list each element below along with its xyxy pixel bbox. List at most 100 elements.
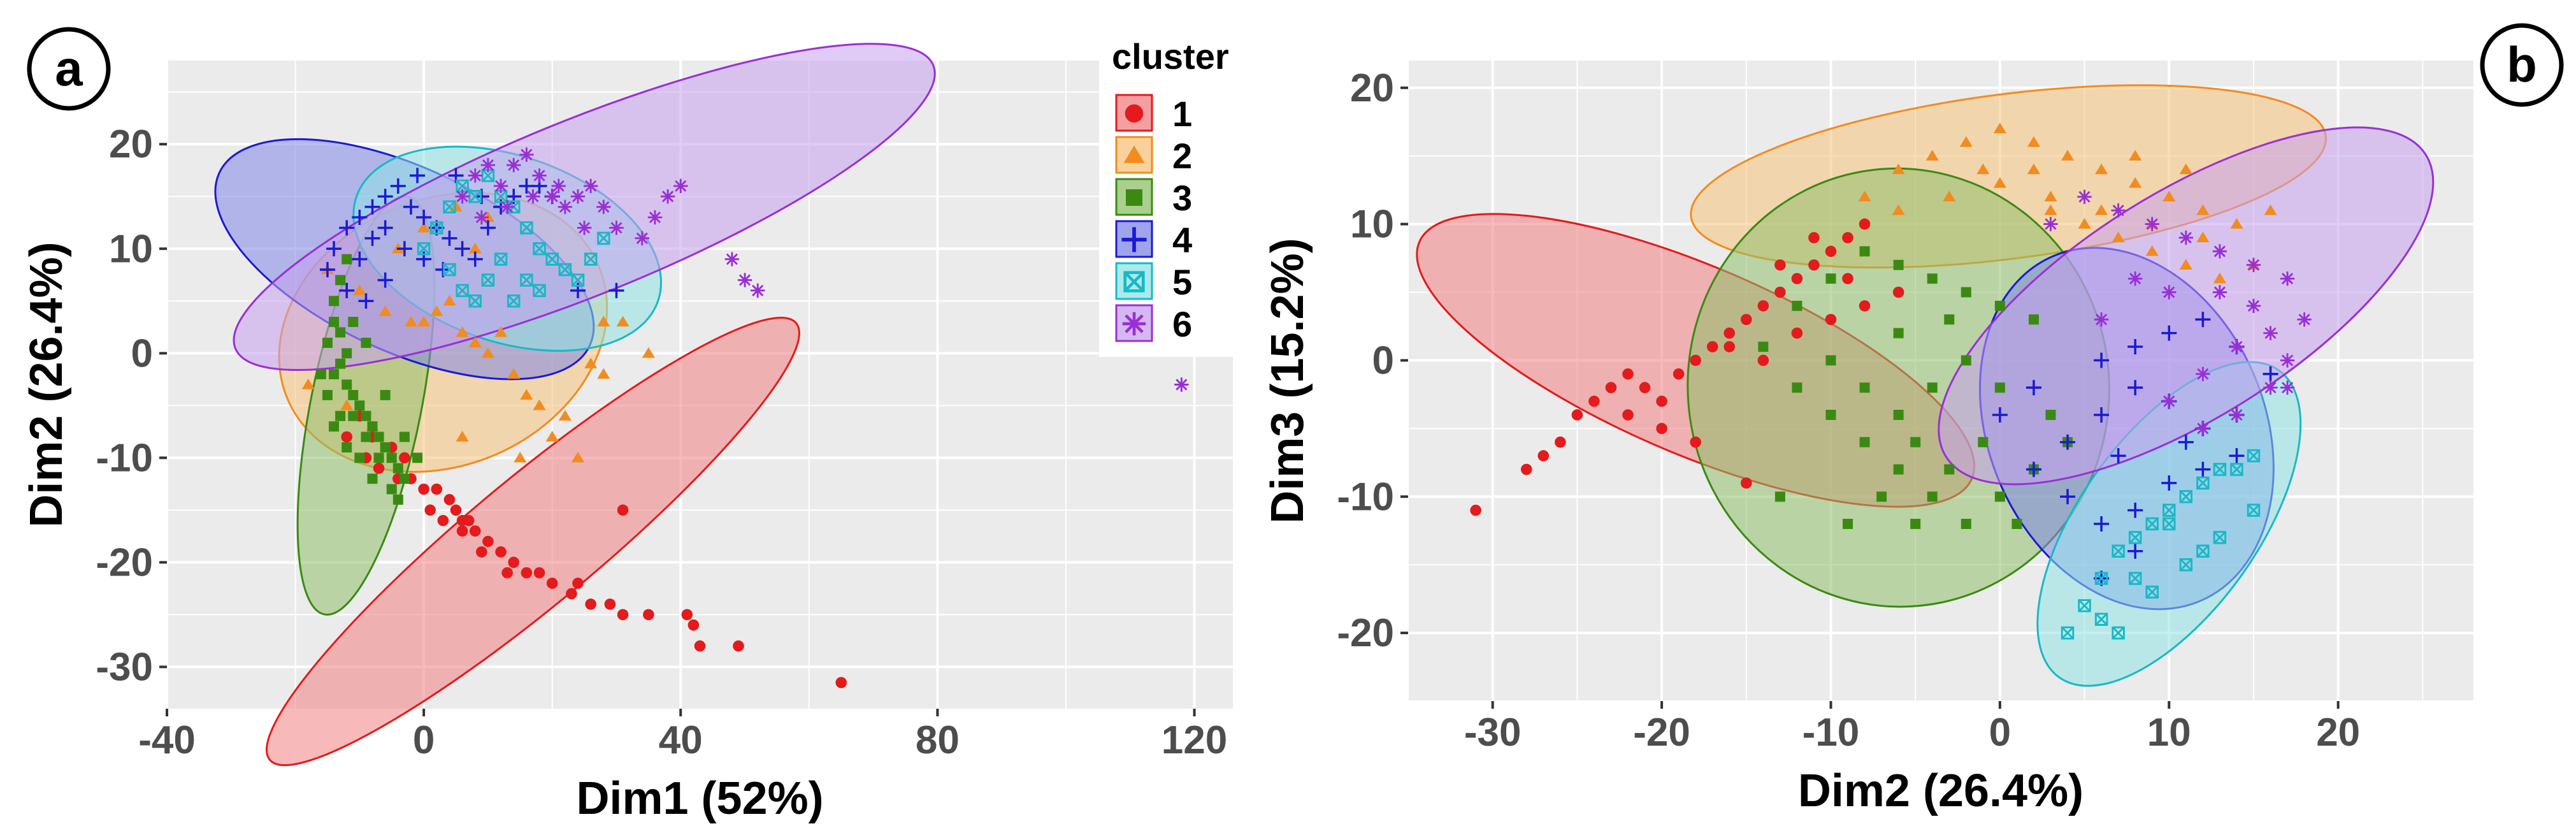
cluster-1-point	[687, 619, 700, 631]
cluster-4-point	[519, 178, 535, 194]
cluster-3-point	[1859, 246, 1870, 257]
cluster-5-point	[443, 263, 456, 277]
cluster-6-point	[596, 199, 611, 214]
cluster-2-point	[2044, 191, 2057, 202]
cluster-3-point	[1994, 300, 2005, 311]
cluster-6-point	[532, 168, 547, 183]
cluster-4-point	[377, 220, 393, 236]
cluster-1-point	[1571, 409, 1583, 421]
cluster-5-point	[2196, 544, 2210, 558]
panel-label-circle	[2480, 23, 2564, 107]
cluster-3-point	[1825, 409, 1836, 420]
cluster-3-point	[373, 431, 384, 442]
cluster-3-point	[1978, 437, 1989, 447]
cluster-6-point	[751, 283, 765, 298]
cluster-1-point	[1537, 450, 1550, 461]
cluster-2-point	[2095, 204, 2108, 215]
cluster-3-point	[335, 275, 346, 286]
cluster-2-point	[2095, 163, 2108, 175]
cluster-6-point	[570, 189, 586, 204]
cluster-4-point	[2161, 475, 2177, 491]
cluster-1-point	[424, 504, 436, 516]
cluster-1-point	[1892, 286, 1904, 298]
cluster-6-point	[455, 189, 470, 204]
cluster-1-point	[1673, 368, 1685, 380]
cluster-6-point	[2263, 380, 2278, 395]
cluster-1-point	[1723, 341, 1736, 352]
cluster-3-point	[354, 453, 365, 463]
cluster-5-point	[2094, 572, 2108, 585]
y-tick-label: -20	[1337, 611, 1394, 655]
cluster-5-point	[2162, 517, 2176, 531]
cluster-3-point	[342, 348, 352, 359]
cluster-4-point	[2094, 352, 2110, 368]
y-axis-title: Dim2 (26.4%)	[21, 242, 72, 527]
cluster-6-point	[577, 221, 592, 235]
cluster-2-point	[2078, 217, 2091, 229]
cluster-2-point	[494, 326, 508, 337]
x-tick-label: 120	[1162, 718, 1227, 762]
y-tick-label: -10	[1337, 475, 1394, 519]
cluster-6-point	[2212, 285, 2227, 300]
cluster-6-point	[737, 273, 752, 287]
cluster-1-point	[1774, 259, 1786, 271]
cluster-1-point	[476, 546, 487, 558]
cluster-4-point	[410, 168, 426, 184]
cluster-6-point	[2297, 312, 2312, 327]
cluster-3-point	[348, 410, 359, 421]
cluster-6-point	[673, 178, 688, 194]
cluster-2-point	[616, 315, 630, 327]
cluster-1-point	[1757, 300, 1769, 312]
cluster-3-point	[1927, 491, 1938, 502]
cluster-3-point	[367, 474, 378, 484]
cluster-4-point	[2026, 380, 2041, 396]
cluster-2-point	[2213, 272, 2226, 284]
y-tick-label: 20	[1350, 66, 1394, 110]
cluster-2-point	[481, 347, 494, 358]
cluster-2-point	[597, 315, 610, 327]
cluster-1-point	[1774, 286, 1786, 298]
cluster-5-point	[2196, 476, 2210, 490]
cluster-4-point	[339, 220, 355, 236]
cluster-2-point	[1959, 136, 1973, 147]
cluster-6-point	[2094, 312, 2109, 327]
cluster-6-point	[493, 178, 508, 194]
cluster-1-point	[1605, 382, 1617, 393]
cluster-1-point	[1842, 273, 1853, 284]
legend-label-4: 4	[1172, 220, 1192, 260]
cluster-5-point	[2128, 531, 2142, 544]
cluster-5-point	[520, 221, 533, 235]
cluster-4-point	[377, 189, 393, 205]
cluster-6-point	[2229, 339, 2244, 354]
cluster-2-point	[507, 368, 521, 379]
cluster-4-point	[339, 282, 355, 298]
cluster-3-point	[361, 431, 371, 442]
panel-label-circle	[27, 27, 111, 111]
cluster-1-point	[508, 556, 520, 568]
cluster-1-point	[681, 609, 693, 621]
cluster-5-point	[430, 221, 443, 235]
cluster-2-point	[417, 315, 431, 327]
cluster-3-point	[2011, 519, 2022, 530]
cluster-3-point	[335, 358, 346, 369]
cluster-1-point	[399, 452, 410, 464]
cluster-2-point	[597, 368, 610, 379]
cluster-4-point	[2161, 325, 2177, 341]
legend-marker-6	[1122, 312, 1146, 336]
cluster-3-point	[329, 317, 340, 328]
cluster-1-point	[1656, 423, 1667, 435]
cluster-3-point	[1893, 464, 1904, 475]
cluster-2-point	[417, 221, 431, 233]
cluster-1-point	[1740, 477, 1752, 489]
cluster-4-point	[480, 220, 496, 236]
cluster-1-point	[418, 483, 429, 495]
cluster-5-point	[2230, 463, 2243, 476]
cluster-3-point	[1910, 519, 1921, 530]
cluster-2-point	[1892, 163, 1905, 175]
cluster-2-point	[301, 378, 315, 389]
cluster-4-point	[2127, 543, 2143, 559]
cluster-2-point	[2145, 245, 2159, 256]
cluster-4-point	[352, 210, 368, 226]
cluster-3-point	[335, 327, 346, 338]
